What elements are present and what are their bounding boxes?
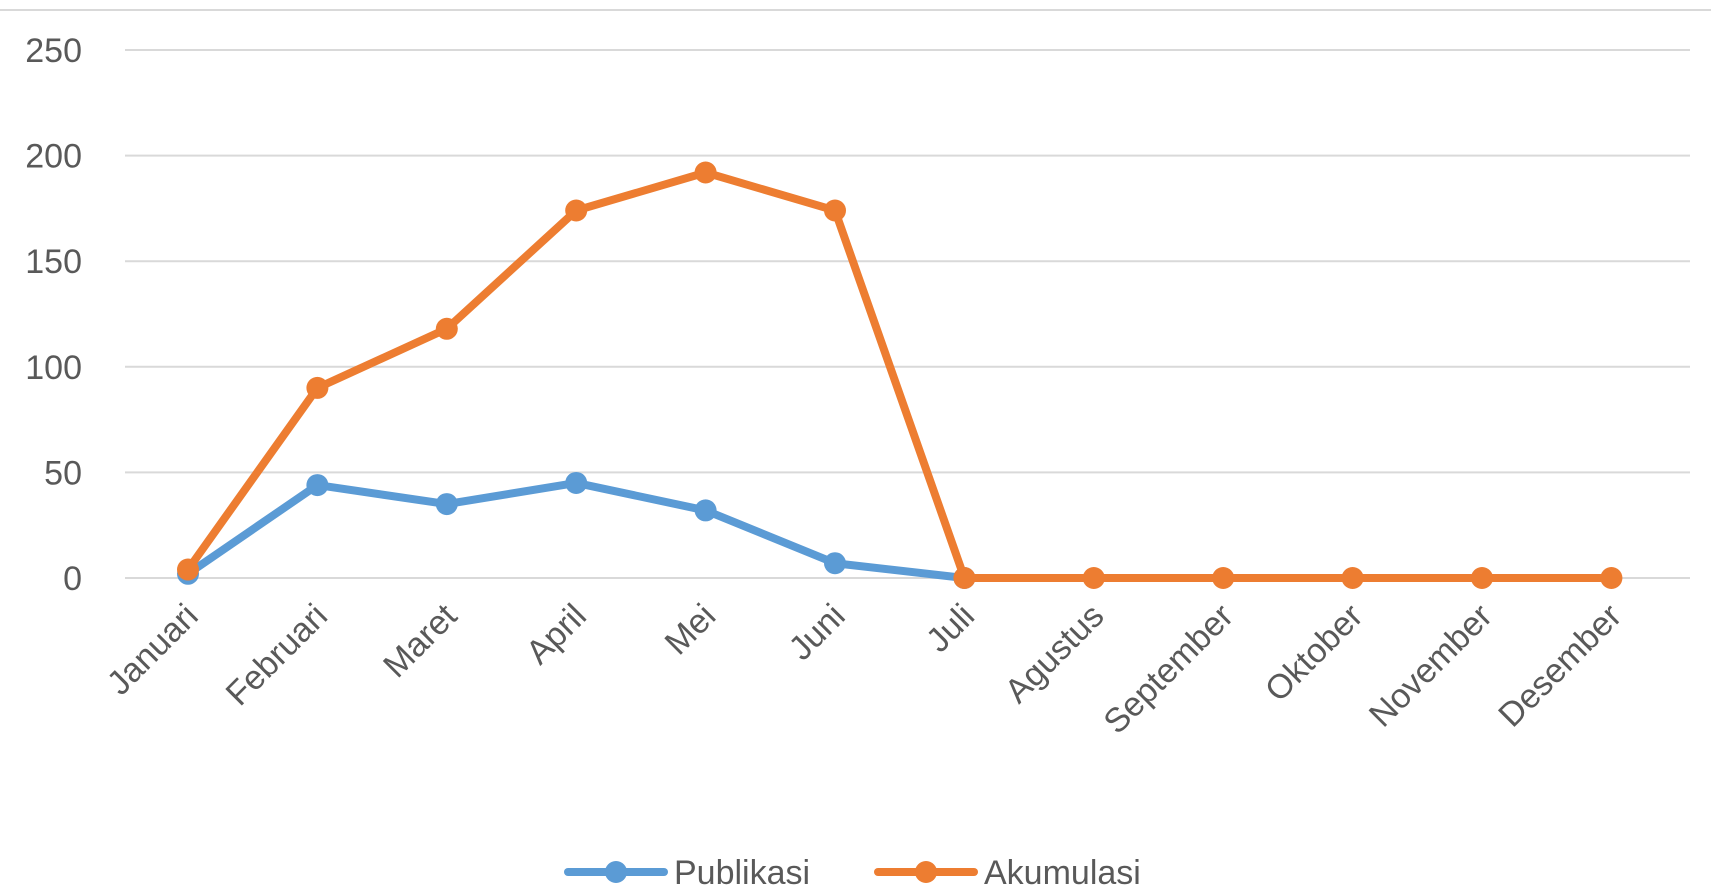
- x-tick-label: September: [1096, 597, 1240, 741]
- legend-item-akumulasi: Akumulasi: [874, 854, 1141, 892]
- data-point-publikasi: [824, 552, 846, 575]
- y-tick-label: 200: [25, 138, 82, 176]
- x-tick-label: Maret: [376, 596, 465, 685]
- data-point-akumulasi: [177, 558, 199, 581]
- series-line-publikasi: [184, 478, 969, 582]
- legend-label: Akumulasi: [984, 854, 1141, 892]
- legend: Publikasi Akumulasi: [564, 854, 1141, 892]
- x-tick-label: November: [1362, 597, 1500, 735]
- x-tick-label: Oktober: [1258, 597, 1370, 709]
- data-point-akumulasi: [1471, 567, 1493, 589]
- gridlines: [125, 49, 1690, 579]
- legend-label: Publikasi: [674, 854, 810, 892]
- x-tick-label: Juli: [919, 597, 982, 660]
- series-line-akumulasi: [184, 168, 1616, 582]
- y-tick-label: 100: [25, 349, 82, 387]
- series-akumulasi: [177, 161, 1623, 589]
- data-point-akumulasi: [1212, 567, 1235, 589]
- data-point-akumulasi: [1341, 567, 1364, 589]
- data-point-akumulasi: [824, 199, 846, 222]
- data-point-publikasi: [306, 474, 329, 497]
- x-tick-label: Februari: [219, 597, 335, 713]
- y-tick-label: 0: [63, 560, 82, 598]
- data-point-akumulasi: [1600, 567, 1623, 589]
- data-point-akumulasi: [306, 376, 329, 399]
- x-axis-tick-labels: Januari Februari Maret April Mei Juni Juli Agus…: [100, 596, 1629, 741]
- data-point-akumulasi: [694, 161, 717, 184]
- x-tick-label: April: [519, 597, 594, 672]
- legend-swatch-marker: [605, 861, 627, 883]
- data-point-akumulasi: [435, 317, 458, 340]
- data-point-publikasi: [435, 493, 458, 516]
- legend-item-publikasi: Publikasi: [564, 854, 810, 892]
- y-tick-label: 150: [25, 243, 82, 281]
- y-tick-label: 250: [25, 32, 82, 70]
- x-tick-label: Januari: [100, 597, 206, 703]
- x-tick-label: Mei: [658, 597, 724, 663]
- data-point-akumulasi: [565, 199, 588, 222]
- data-point-akumulasi: [953, 567, 976, 589]
- data-point-publikasi: [565, 471, 588, 494]
- data-point-akumulasi: [1082, 567, 1105, 589]
- series-layer: [177, 161, 1623, 589]
- x-tick-label: Desember: [1491, 597, 1629, 735]
- x-tick-label: Agustus: [998, 597, 1112, 711]
- series-publikasi: [177, 471, 976, 589]
- y-axis-tick-labels: 0 50 100 150 200 250: [25, 32, 82, 598]
- x-tick-label: Juni: [782, 597, 853, 668]
- data-point-publikasi: [694, 499, 717, 522]
- y-tick-label: 50: [44, 454, 82, 492]
- legend-swatch-marker: [915, 861, 937, 883]
